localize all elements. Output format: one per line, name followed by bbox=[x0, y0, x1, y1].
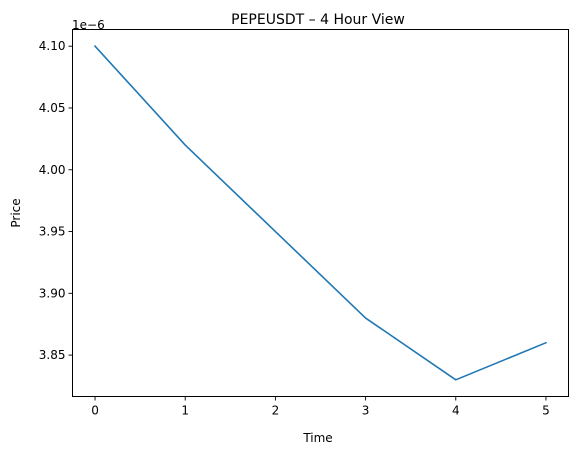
y-axis-label: Price bbox=[9, 198, 23, 227]
y-tick-label: 3.90 bbox=[39, 286, 66, 300]
x-axis-label: Time bbox=[302, 431, 332, 445]
plot-area: 0 1 2 3 4 5 3.85 3.90 3.95 4.00 4.05 4.10 bbox=[39, 29, 569, 418]
y-tick-label: 4.00 bbox=[39, 163, 66, 177]
y-tick-label: 3.85 bbox=[39, 348, 66, 362]
chart-title: PEPEUSDT – 4 Hour View bbox=[231, 12, 405, 28]
x-tick-label: 3 bbox=[362, 404, 370, 418]
price-series-line bbox=[93, 45, 547, 381]
x-tick-label: 4 bbox=[452, 404, 460, 418]
x-tick-label: 5 bbox=[542, 404, 550, 418]
y-tick-label: 4.05 bbox=[39, 101, 66, 115]
y-tick-label: 3.95 bbox=[39, 225, 66, 239]
x-tick-label: 2 bbox=[272, 404, 280, 418]
x-axis-ticks: 0 1 2 3 4 5 bbox=[91, 396, 550, 418]
x-tick-label: 1 bbox=[181, 404, 189, 418]
series-layer bbox=[93, 45, 547, 381]
plot-frame bbox=[72, 29, 569, 397]
x-tick-label: 0 bbox=[91, 404, 99, 418]
y-axis-offset-label: 1e−6 bbox=[72, 18, 105, 32]
y-axis-ticks: 3.85 3.90 3.95 4.00 4.05 4.10 bbox=[39, 39, 73, 362]
y-tick-label: 4.10 bbox=[39, 39, 66, 53]
